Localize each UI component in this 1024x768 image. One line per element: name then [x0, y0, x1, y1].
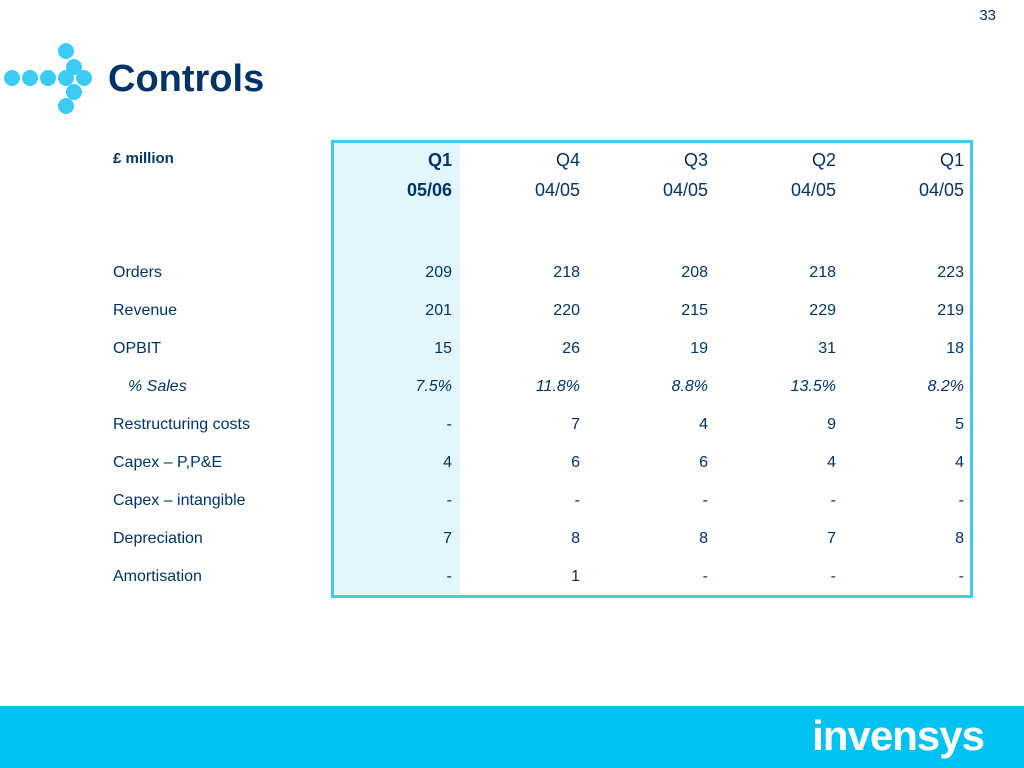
row-label: Capex – intangible [113, 492, 246, 509]
row-label: OPBIT [113, 340, 162, 357]
table-cell: 4 [955, 454, 964, 471]
table-cell: 7 [443, 530, 452, 547]
table-cell: 218 [553, 264, 580, 281]
table-cell: 219 [937, 302, 964, 319]
table-cell: 8.2% [927, 378, 964, 395]
table-cell: 18 [946, 340, 964, 357]
row-label: Revenue [113, 302, 178, 319]
table-cell: 8 [955, 530, 964, 547]
table-cell: 1 [571, 568, 580, 585]
table-cell: 208 [681, 264, 708, 281]
table-cell: - [958, 568, 964, 585]
table-cell: 209 [425, 264, 452, 281]
column-header-year: 05/06 [406, 180, 452, 200]
table-cell: 229 [809, 302, 836, 319]
table-cell: 15 [434, 340, 452, 357]
column-header-year: 04/05 [790, 180, 836, 200]
row-label: Amortisation [113, 568, 202, 585]
table-cell: - [830, 492, 836, 509]
table-cell: 7.5% [415, 378, 452, 395]
column-header-quarter: Q1 [939, 150, 964, 170]
table-cell: 5 [955, 416, 964, 433]
table-cell: 6 [699, 454, 708, 471]
column-header-quarter: Q4 [555, 150, 580, 170]
footer-band [0, 706, 1024, 768]
table-cell: 11.8% [535, 378, 580, 395]
table-cell: 4 [699, 416, 708, 433]
table-cell: - [702, 492, 708, 509]
table-cell: 7 [571, 416, 580, 433]
table-cell: 6 [571, 454, 580, 471]
table-cell: 215 [681, 302, 708, 319]
table-cell: - [574, 492, 580, 509]
table-cell: 31 [818, 340, 836, 357]
table-cell: 8.8% [671, 378, 708, 395]
row-label: Orders [113, 264, 162, 281]
current-quarter-highlight [335, 144, 460, 594]
column-header-year: 04/05 [534, 180, 580, 200]
table-cell: 13.5% [790, 378, 836, 395]
column-header-quarter: Q3 [683, 150, 708, 170]
table-cell: - [830, 568, 836, 585]
table-cell: 26 [562, 340, 580, 357]
unit-label: £ million [113, 150, 174, 167]
column-header-quarter: Q1 [427, 150, 452, 170]
invensys-logo: invensys [812, 712, 985, 759]
table-cell: - [446, 416, 452, 433]
table-cell: 9 [827, 416, 836, 433]
table-cell: 220 [553, 302, 580, 319]
table-cell: 8 [699, 530, 708, 547]
row-label: Depreciation [113, 530, 203, 547]
table-cell: 223 [937, 264, 964, 281]
logo-dots-icon [0, 40, 100, 116]
column-header-quarter: Q2 [811, 150, 836, 170]
table-cell: 8 [571, 530, 580, 547]
column-header-year: 04/05 [918, 180, 964, 200]
row-label: Capex – P,P&E [113, 454, 223, 471]
page-title: Controls [108, 58, 265, 100]
row-label: % Sales [128, 378, 187, 395]
table-cell: 201 [425, 302, 452, 319]
table-cell: - [702, 568, 708, 585]
table-cell: 4 [443, 454, 452, 471]
table-cell: - [958, 492, 964, 509]
table-cell: - [446, 568, 452, 585]
table-cell: - [446, 492, 452, 509]
column-header-year: 04/05 [662, 180, 708, 200]
row-label: Restructuring costs [113, 416, 250, 433]
table-cell: 4 [827, 454, 836, 471]
table-cell: 218 [809, 264, 836, 281]
page-number: 33 [979, 7, 996, 24]
table-cell: 19 [690, 340, 708, 357]
table-cell: 7 [827, 530, 836, 547]
